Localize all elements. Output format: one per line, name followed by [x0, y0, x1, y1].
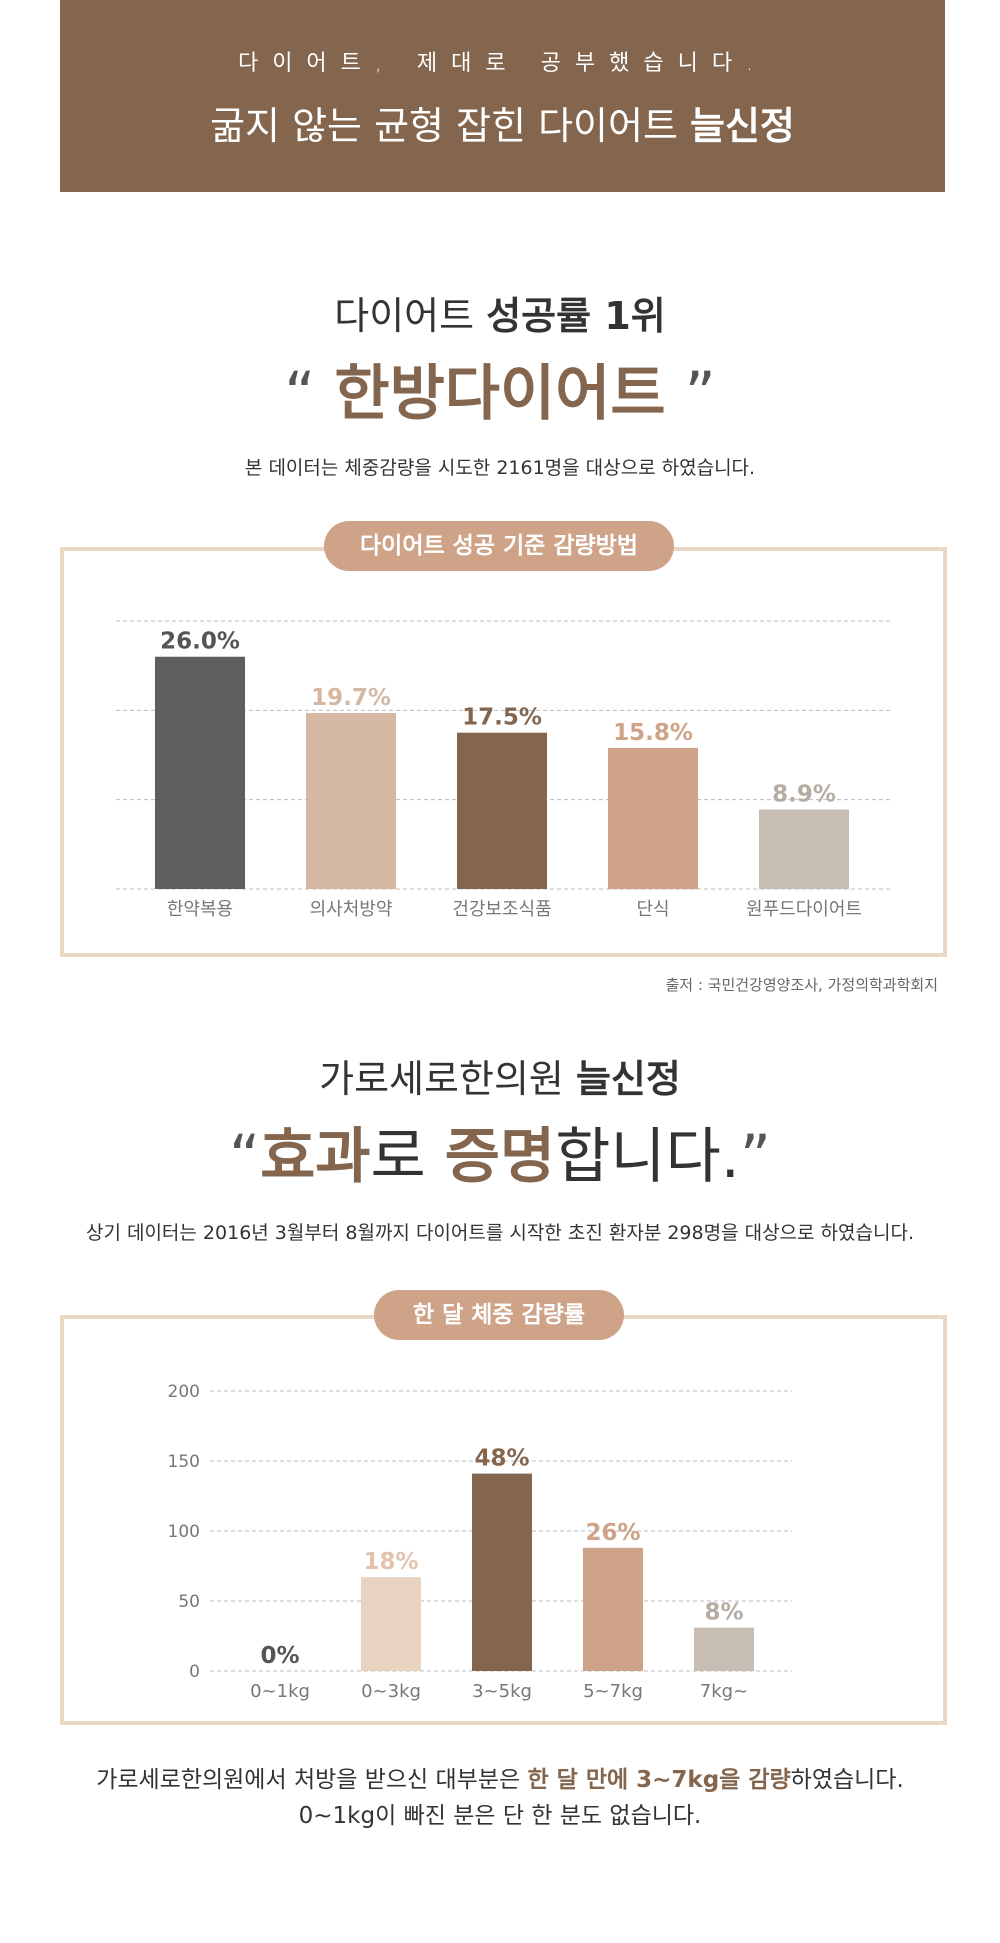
x-tick-label: 0~1kg [250, 1681, 310, 1702]
quote-word-ro: 로 [370, 1122, 426, 1192]
footer-line-2: 0~1kg이 빠진 분은 단 한 분도 없습니다. [298, 1803, 702, 1829]
section2-heading-prefix: 가로세로한의원 [319, 1057, 564, 1101]
data-label: 15.8% [613, 720, 693, 746]
chart1-title-pill: 다이어트 성공 기준 감량방법 [324, 521, 674, 571]
quote-close-mark: ” [684, 359, 716, 429]
bar [583, 1547, 643, 1671]
bar [457, 732, 547, 889]
quote-close-mark-2: ” [739, 1122, 771, 1192]
data-label: 26.0% [160, 629, 240, 655]
footer-note: 가로세로한의원에서 처방을 받으신 대부분은 한 달 만에 3~7kg을 감량하… [0, 1762, 1000, 1834]
y-tick-label: 150 [168, 1452, 200, 1472]
y-tick-label: 0 [189, 1662, 200, 1682]
x-tick-label: 건강보조식품 [452, 899, 551, 920]
x-tick-label: 한약복용 [167, 899, 233, 920]
bar [155, 656, 245, 889]
x-tick-label: 0~3kg [361, 1681, 421, 1702]
y-tick-label: 100 [168, 1522, 200, 1542]
banner-title: 굶지 않는 균형 잡힌 다이어트 늘신정 [60, 95, 945, 150]
section1-quote-text: 한방다이어트 [334, 359, 666, 429]
section2-quote: “효과로 증명합니다.” [0, 1108, 1000, 1195]
data-label: 17.5% [462, 705, 542, 731]
banner-brand: 늘신정 [690, 104, 795, 148]
quote-open-mark-2: “ [229, 1122, 261, 1192]
chart2-title-pill: 한 달 체중 감량률 [374, 1290, 624, 1340]
data-label: 48% [474, 1446, 529, 1472]
x-tick-label: 단식 [636, 899, 669, 920]
chart2-frame: 0 50 100 150 200 0% 0~1kg 18% 0~3kg 48% 3~5kg 26% 5~… [60, 1315, 947, 1725]
section2-description: 상기 데이터는 2016년 3월부터 8월까지 다이어트를 시작한 초진 환자분… [85, 1222, 915, 1244]
x-tick-label: 5~7kg [583, 1681, 643, 1702]
banner-subtitle: 다이어트, 제대로 공부했습니다. [237, 51, 768, 76]
banner-title-text: 굶지 않는 균형 잡힌 다이어트 [210, 104, 678, 148]
bar [472, 1473, 532, 1671]
top-banner: 다이어트, 제대로 공부했습니다. 굶지 않는 균형 잡힌 다이어트 늘신정 [60, 0, 945, 192]
y-tick-label: 50 [178, 1592, 200, 1612]
quote-open-mark: “ [284, 359, 316, 429]
data-label: 0% [260, 1643, 299, 1669]
footer-line1-suffix: 하였습니다. [790, 1767, 904, 1793]
y-tick-label: 200 [168, 1382, 200, 1402]
source-note: 출저 : 국민건강영양조사, 가정의학과학회지 [665, 976, 938, 994]
chart1-frame: 26.0% 한약복용 19.7% 의사처방약 17.5% 건강보조식품 15.8% 단식 8.9… [60, 547, 947, 957]
data-label: 18% [363, 1549, 418, 1575]
x-tick-label: 원푸드다이어트 [746, 899, 862, 920]
data-label: 19.7% [311, 685, 391, 711]
x-tick-label: 의사처방약 [310, 899, 393, 920]
bar [361, 1577, 421, 1671]
data-label: 26% [585, 1520, 640, 1546]
data-label: 8.9% [772, 781, 836, 807]
quote-word-end: 합니다. [555, 1122, 740, 1192]
bar [608, 747, 698, 889]
quote-word-effect: 효과 [260, 1122, 371, 1192]
bar [694, 1627, 754, 1671]
quote-word-proof: 증명 [444, 1122, 556, 1192]
x-tick-label: 3~5kg [472, 1681, 532, 1702]
section1-quote: “ 한방다이어트 ” [0, 345, 1000, 432]
section1-heading-prefix: 다이어트 [334, 294, 475, 338]
footer-line-1: 가로세로한의원에서 처방을 받으신 대부분은 한 달 만에 3~7kg을 감량하… [0, 1762, 1000, 1798]
section1-heading-bold: 성공률 1위 [486, 294, 666, 338]
data-label: 8% [704, 1600, 743, 1626]
chart1-svg: 26.0% 한약복용 19.7% 의사처방약 17.5% 건강보조식품 15.8% 단식 8.9… [116, 620, 890, 920]
footer-line1-prefix: 가로세로한의원에서 처방을 받으신 대부분은 [96, 1767, 521, 1793]
section1-description: 본 데이터는 체중감량을 시도한 2161명을 대상으로 하였습니다. [244, 457, 756, 479]
x-tick-label: 7kg~ [700, 1681, 748, 1702]
footer-line1-highlight: 한 달 만에 3~7kg을 감량 [527, 1767, 791, 1793]
bar [759, 809, 849, 889]
bar [306, 713, 396, 889]
section2-heading: 가로세로한의원 늘신정 [0, 1048, 1000, 1103]
section2-heading-bold: 늘신정 [575, 1057, 681, 1101]
section1-heading: 다이어트 성공률 1위 [0, 285, 1000, 340]
chart2-svg: 0 50 100 150 200 0% 0~1kg 18% 0~3kg 48% 3~5kg 26% 5~… [168, 1382, 792, 1702]
